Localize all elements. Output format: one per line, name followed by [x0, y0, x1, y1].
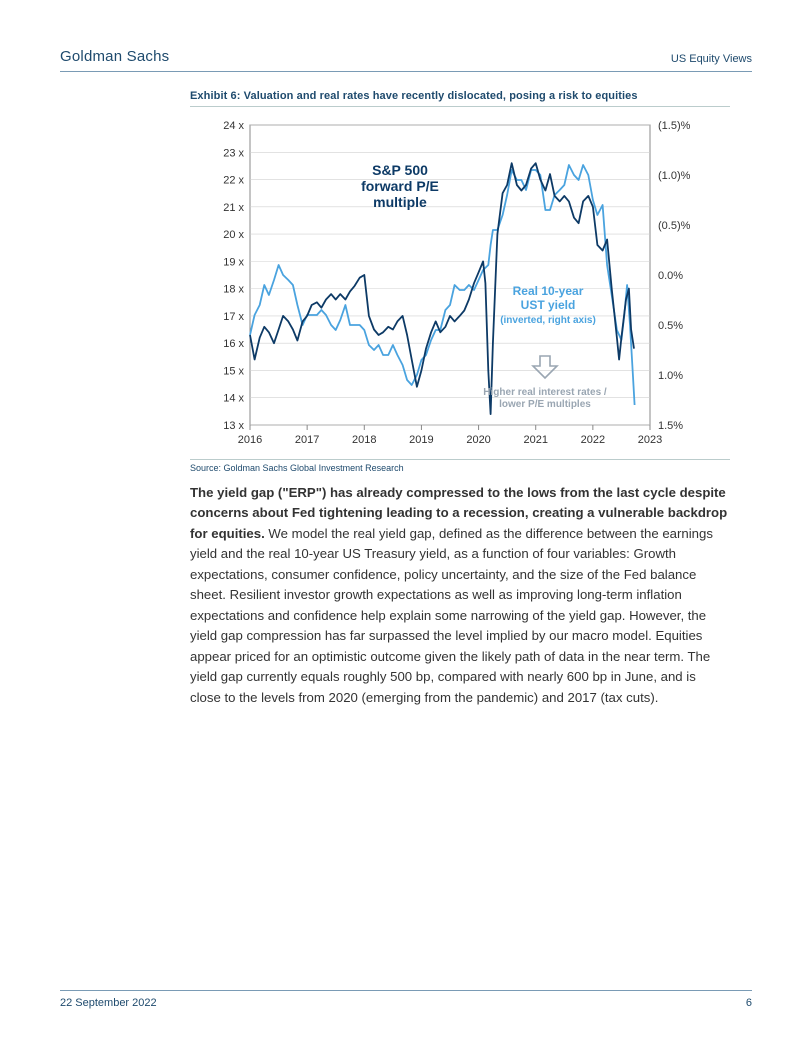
section-label: US Equity Views	[671, 53, 752, 65]
svg-text:0.0%: 0.0%	[658, 270, 683, 282]
svg-text:(inverted, right axis): (inverted, right axis)	[500, 315, 596, 326]
footer-date: 22 September 2022	[60, 997, 157, 1009]
header-bar: Goldman Sachs US Equity Views	[60, 48, 752, 72]
main-content: Exhibit 6: Valuation and real rates have…	[190, 90, 730, 708]
svg-text:15 x: 15 x	[223, 365, 244, 377]
svg-text:2022: 2022	[581, 434, 605, 446]
svg-text:0.5%: 0.5%	[658, 320, 683, 332]
footer-page: 6	[746, 997, 752, 1009]
svg-text:Real 10-year: Real 10-year	[513, 284, 584, 298]
svg-text:lower P/E multiples: lower P/E multiples	[499, 399, 591, 410]
svg-text:2023: 2023	[638, 434, 662, 446]
svg-text:1.5%: 1.5%	[658, 420, 683, 432]
svg-text:forward P/E: forward P/E	[361, 178, 439, 194]
svg-text:2019: 2019	[409, 434, 433, 446]
svg-text:Higher real interest rates /: Higher real interest rates /	[483, 387, 607, 398]
svg-text:21 x: 21 x	[223, 202, 244, 214]
brand-name: Goldman Sachs	[60, 48, 169, 65]
svg-text:24 x: 24 x	[223, 120, 244, 132]
svg-text:2021: 2021	[523, 434, 547, 446]
body-paragraph: The yield gap ("ERP") has already compre…	[190, 483, 730, 708]
svg-text:2017: 2017	[295, 434, 319, 446]
svg-text:2018: 2018	[352, 434, 376, 446]
svg-text:20 x: 20 x	[223, 229, 244, 241]
svg-text:2020: 2020	[466, 434, 490, 446]
svg-text:17 x: 17 x	[223, 311, 244, 323]
svg-text:22 x: 22 x	[223, 175, 244, 187]
svg-text:(1.5)%: (1.5)%	[658, 120, 691, 132]
exhibit-title: Exhibit 6: Valuation and real rates have…	[190, 90, 730, 107]
svg-text:UST yield: UST yield	[521, 298, 576, 312]
paragraph-rest: We model the real yield gap, defined as …	[190, 526, 713, 705]
svg-text:(1.0)%: (1.0)%	[658, 170, 691, 182]
svg-text:multiple: multiple	[373, 194, 427, 210]
page-footer: 22 September 2022 6	[60, 990, 752, 1009]
chart-source: Source: Goldman Sachs Global Investment …	[190, 459, 730, 473]
svg-text:2016: 2016	[238, 434, 262, 446]
svg-text:14 x: 14 x	[223, 393, 244, 405]
svg-text:13 x: 13 x	[223, 420, 244, 432]
svg-text:16 x: 16 x	[223, 338, 244, 350]
svg-text:19 x: 19 x	[223, 256, 244, 268]
valuation-chart: 13 x 14 x 15 x 16 x 17 x 18 x 19 x 20 x 21 x 22 x…	[200, 115, 700, 453]
svg-text:23 x: 23 x	[223, 147, 244, 159]
svg-text:1.0%: 1.0%	[658, 370, 683, 382]
chart-container: 13 x 14 x 15 x 16 x 17 x 18 x 19 x 20 x 21 x 22 x…	[200, 115, 700, 453]
svg-text:(0.5)%: (0.5)%	[658, 220, 691, 232]
svg-text:S&P 500: S&P 500	[372, 162, 428, 178]
svg-text:18 x: 18 x	[223, 284, 244, 296]
